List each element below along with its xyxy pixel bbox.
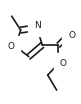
Text: O: O <box>8 42 15 51</box>
Text: N: N <box>34 22 41 30</box>
Text: O: O <box>68 31 75 40</box>
Text: O: O <box>60 59 67 68</box>
